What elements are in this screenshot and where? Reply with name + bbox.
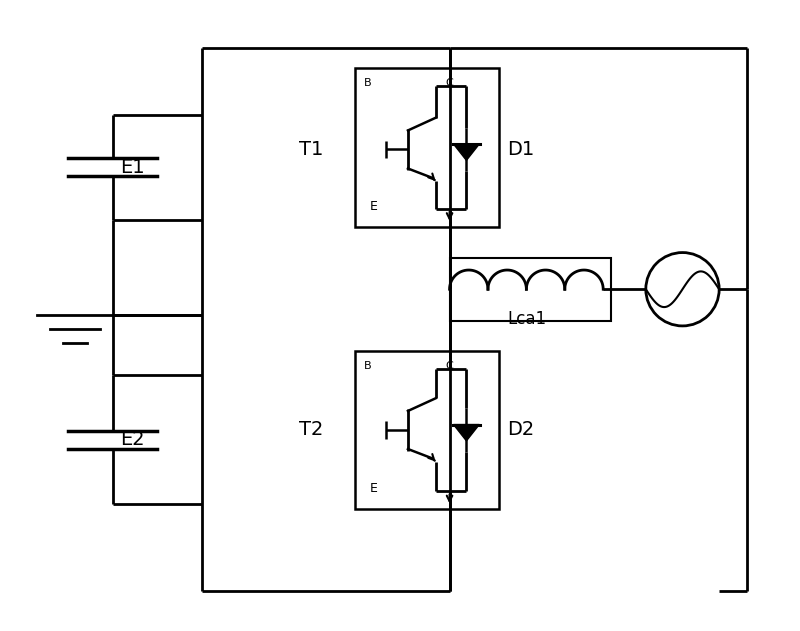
Polygon shape: [454, 144, 479, 160]
Text: D1: D1: [507, 140, 534, 159]
Text: E: E: [370, 200, 377, 213]
Text: T2: T2: [298, 420, 323, 439]
Text: C: C: [445, 360, 453, 370]
Text: E2: E2: [120, 430, 145, 449]
Text: B: B: [363, 360, 371, 370]
Text: E: E: [370, 483, 377, 495]
Text: E1: E1: [120, 158, 145, 177]
Bar: [450, 257, 611, 321]
Text: T1: T1: [298, 140, 323, 159]
Text: D2: D2: [507, 420, 534, 439]
Bar: [355, 68, 499, 227]
Text: C: C: [445, 78, 453, 88]
Text: B: B: [363, 78, 371, 88]
Polygon shape: [454, 425, 479, 441]
Bar: [355, 351, 499, 509]
Text: Lca1: Lca1: [507, 310, 546, 328]
